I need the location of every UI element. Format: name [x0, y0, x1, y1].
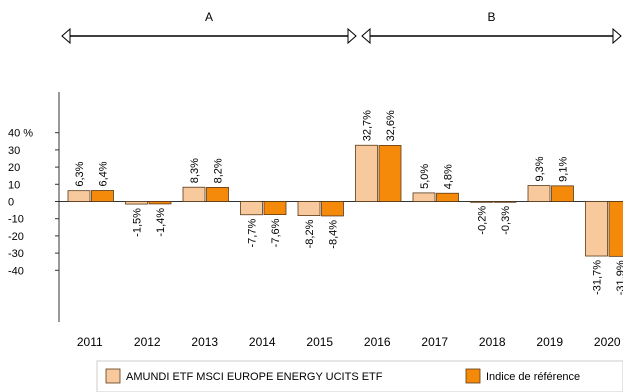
bar	[436, 192, 459, 202]
y-tick-label: -40	[8, 265, 24, 277]
arrow-head-left-icon	[361, 27, 371, 45]
bar	[585, 201, 608, 257]
data-label: -0,2%	[477, 206, 489, 235]
data-label: 8,2%	[213, 158, 225, 183]
bar	[527, 185, 551, 202]
data-labels-group: 6,3% 6,4% -1,5% -1,4% 8,3% 8,2% -7,7% -7,6% -8,2…	[74, 110, 623, 295]
data-label: 32,7%	[362, 110, 374, 141]
y-tick-label: -30	[8, 248, 24, 260]
y-tick-label: 40 %	[8, 128, 33, 140]
x-tick-label: 2015	[306, 335, 333, 349]
bar	[240, 201, 263, 216]
period-label: B	[487, 10, 495, 24]
y-tick-label: 10	[8, 179, 20, 191]
data-label: 5,0%	[419, 164, 431, 189]
bar	[263, 201, 287, 215]
data-label: 4,8%	[443, 164, 455, 189]
data-label: 8,3%	[189, 158, 201, 183]
legend: AMUNDI ETF MSCI EUROPE ENERGY UCITS ETF I…	[96, 360, 623, 392]
data-label: 6,3%	[74, 161, 86, 186]
bar	[182, 186, 206, 202]
legend-label: AMUNDI ETF MSCI EUROPE ENERGY UCITS ETF	[126, 371, 383, 383]
x-tick-label: 2020	[594, 335, 621, 349]
data-label: 6,4%	[98, 161, 110, 186]
y-tick-label: 30	[8, 145, 20, 157]
chart-axes: 40 % 30 20 10 0 -10 -20 -30 -40 2011 2012 2013 2014 2…	[8, 92, 623, 349]
arrow-head-left-icon	[61, 27, 71, 45]
bar	[412, 192, 436, 202]
bar	[608, 201, 623, 257]
period-label: A	[205, 10, 213, 24]
bar	[125, 201, 148, 205]
bar	[206, 186, 229, 202]
x-tick-label: 2013	[191, 335, 218, 349]
data-label: -7,6%	[270, 218, 282, 247]
data-label: 9,3%	[534, 156, 546, 181]
bar	[470, 201, 493, 203]
bar	[297, 201, 321, 217]
data-label: 32,6%	[385, 110, 397, 141]
y-tick-label: 0	[8, 197, 14, 209]
y-tick-label: -20	[8, 231, 24, 243]
y-tick-label: 20	[8, 162, 20, 174]
x-tick-label: 2012	[134, 335, 161, 349]
x-tick-label: 2016	[364, 335, 391, 349]
legend-swatch	[105, 368, 121, 384]
x-tick-label: 2011	[77, 335, 103, 349]
bars-group	[67, 144, 623, 257]
bar	[148, 201, 172, 205]
bar	[493, 201, 517, 203]
data-label: -31,9%	[615, 260, 623, 295]
legend-label: Indice de référence	[486, 371, 580, 383]
bar	[551, 185, 574, 202]
bar	[355, 144, 378, 202]
data-label: -8,4%	[328, 220, 340, 249]
bar	[91, 190, 114, 202]
y-tick-label: -10	[8, 214, 24, 226]
x-tick-label: 2017	[421, 335, 448, 349]
data-label: -7,7%	[247, 219, 259, 248]
data-label: -8,2%	[304, 219, 316, 248]
legend-box	[96, 360, 623, 392]
data-label: -1,5%	[132, 208, 144, 237]
data-label: -31,7%	[592, 260, 604, 295]
bar	[321, 201, 344, 217]
bar	[378, 145, 402, 202]
data-label: 9,1%	[558, 157, 570, 182]
legend-swatch	[465, 368, 481, 384]
x-tick-label: 2019	[536, 335, 563, 349]
x-tick-label: 2014	[249, 335, 276, 349]
data-label: -1,4%	[155, 208, 167, 237]
x-tick-label: 2018	[479, 335, 506, 349]
arrow-head-right-icon	[612, 27, 622, 45]
arrow-head-right-icon	[347, 27, 357, 45]
data-label: -0,3%	[500, 206, 512, 235]
bar	[67, 190, 91, 202]
